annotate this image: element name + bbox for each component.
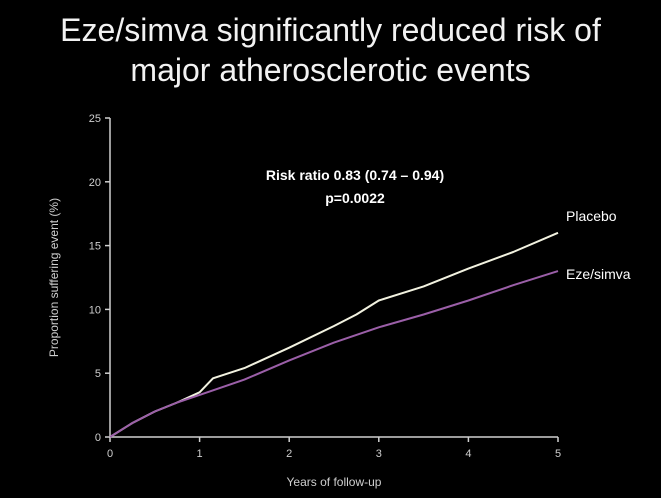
y-axis-title: Proportion suffering event (%): [47, 198, 61, 357]
chart-axes: 0 5 10 15 20 25 0 1 2 3 4 5 Years of follow-up Propor…: [47, 113, 561, 489]
chart-series: [109, 231, 559, 438]
y-tick-label: 0: [95, 432, 101, 444]
series-line-eze-simva: [109, 270, 559, 438]
page-title: Eze/simva significantly reduced risk of …: [0, 10, 661, 90]
x-tick-label: 3: [376, 448, 382, 460]
y-tick-label: 25: [89, 113, 101, 125]
series-line-placebo: [109, 231, 559, 438]
x-tick-label: 1: [197, 448, 203, 460]
y-tick-label: 20: [89, 177, 101, 189]
x-tick-label: 2: [286, 448, 292, 460]
chart-labels: Placebo Eze/simva Risk ratio 0.83 (0.74 – …: [266, 167, 631, 282]
x-tick-label: 0: [107, 448, 113, 460]
p-value-annotation: p=0.0022: [325, 190, 385, 206]
title-line-1: Eze/simva significantly reduced risk of: [60, 12, 601, 48]
y-tick-label: 5: [95, 368, 101, 380]
series-label-eze-simva: Eze/simva: [566, 266, 631, 282]
x-axis-title: Years of follow-up: [287, 475, 382, 489]
series-label-placebo: Placebo: [566, 208, 617, 224]
risk-ratio-annotation: Risk ratio 0.83 (0.74 – 0.94): [266, 167, 444, 183]
y-tick-label: 15: [89, 241, 101, 253]
y-tick-label: 10: [89, 304, 101, 316]
x-tick-label: 4: [465, 448, 471, 460]
x-tick-label: 5: [555, 448, 561, 460]
title-line-2: major atherosclerotic events: [130, 52, 531, 88]
